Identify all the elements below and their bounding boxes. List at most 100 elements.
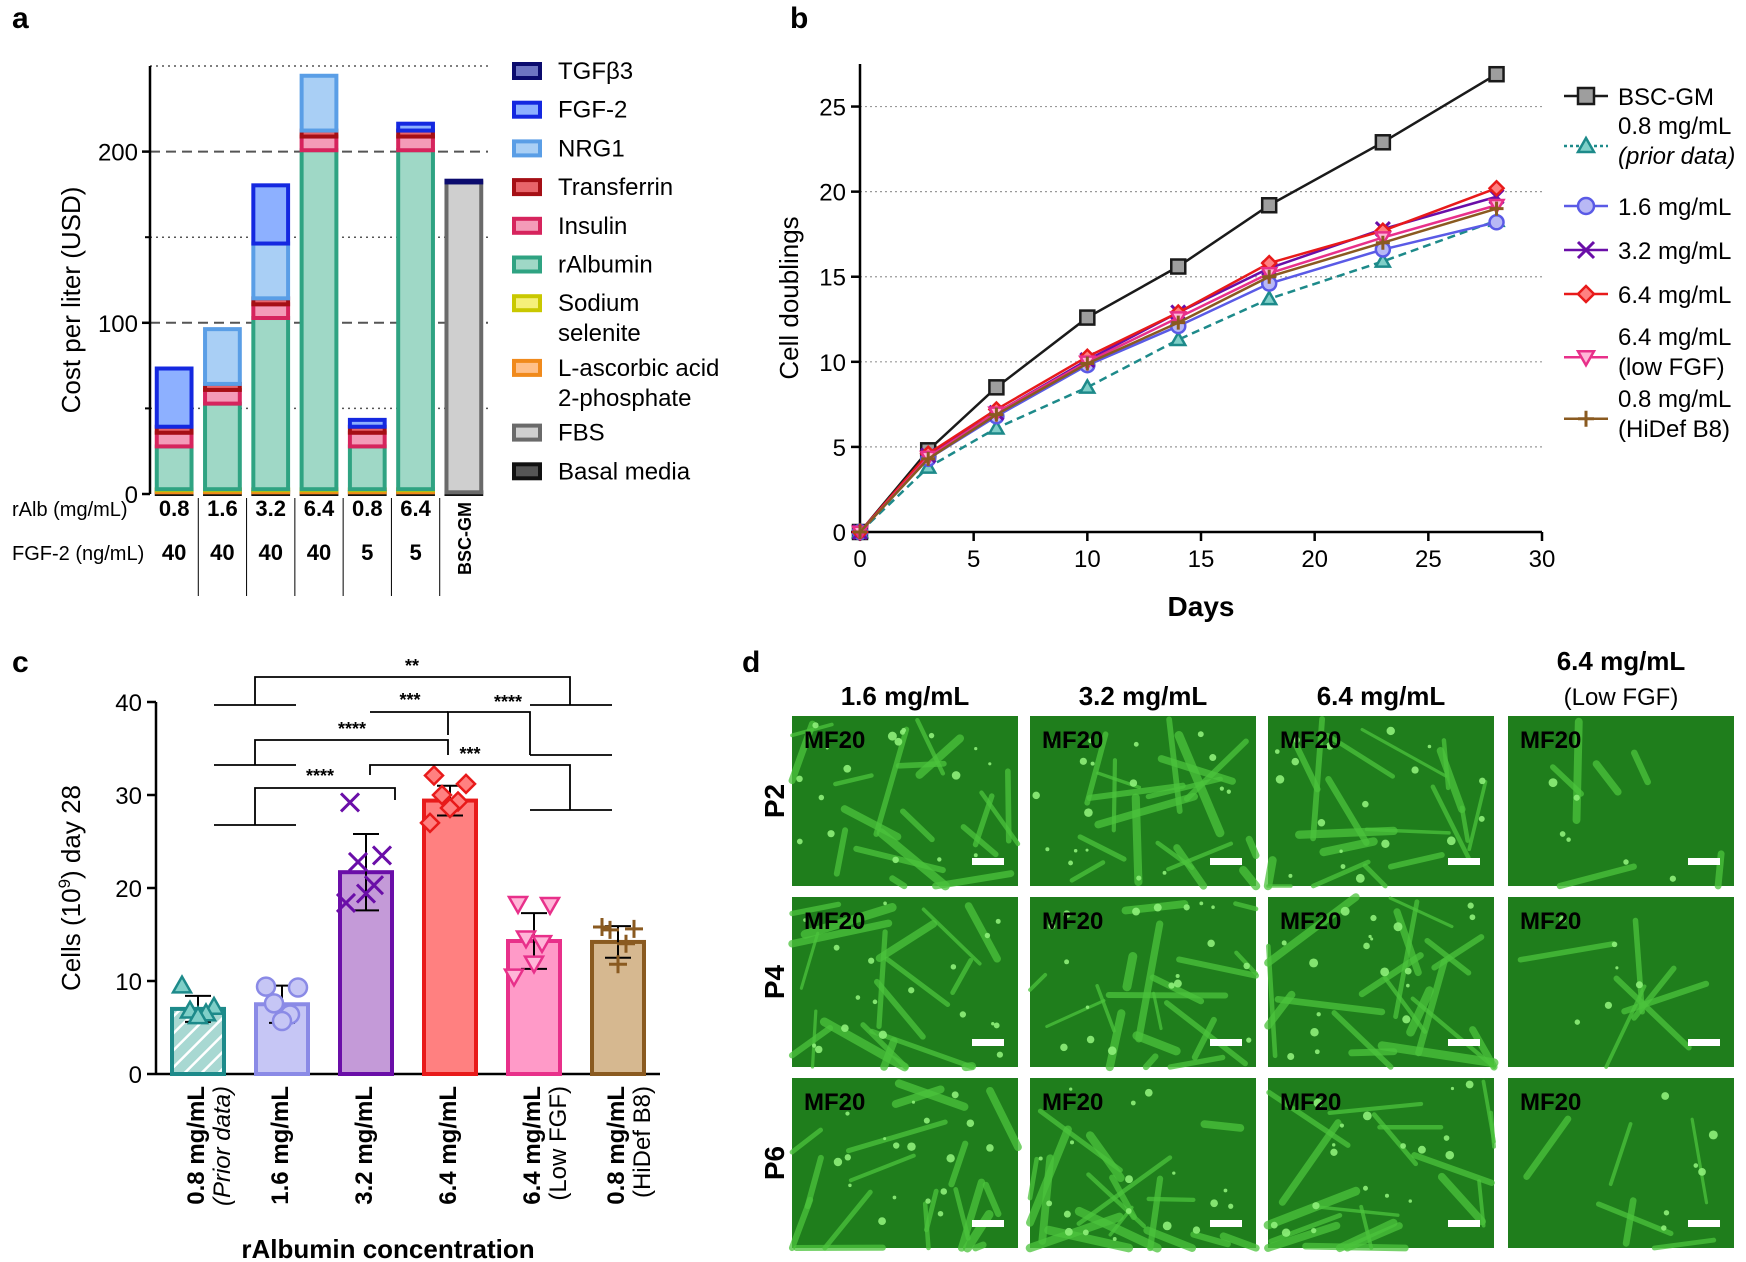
sig-label: **** xyxy=(338,719,366,739)
cell-fiber xyxy=(1592,760,1622,796)
sig-bracket xyxy=(447,711,531,755)
legend-marker xyxy=(1576,284,1596,304)
series-line xyxy=(859,204,1497,533)
cell-fiber xyxy=(1714,850,1725,890)
column-title: 3.2 mg/mL xyxy=(1079,681,1208,711)
legend-swatch xyxy=(512,423,542,442)
stain-label: MF20 xyxy=(1520,1089,1581,1116)
category-fgf-label: 40 xyxy=(210,540,234,565)
cell-fiber xyxy=(1411,1152,1495,1186)
scale-bar xyxy=(1210,1220,1242,1227)
cell-fiber xyxy=(1105,1009,1126,1072)
stain-label: MF20 xyxy=(1280,1089,1341,1116)
bright-spot xyxy=(1381,839,1390,848)
y-tick-label: 25 xyxy=(819,95,846,122)
cell-fiber xyxy=(1371,1112,1419,1167)
x-axis-title: Days xyxy=(1168,591,1235,622)
stacked-bar-segment xyxy=(347,444,387,492)
panel-letter-a: a xyxy=(12,2,29,35)
y-tick-label: 20 xyxy=(819,180,846,207)
stain-label: MF20 xyxy=(1280,727,1341,754)
cell-fiber xyxy=(1069,860,1106,883)
category-label-line2: (Prior data) xyxy=(209,1086,236,1206)
bright-spot xyxy=(855,995,861,1000)
cell-fiber xyxy=(1523,1115,1572,1180)
cell-fiber xyxy=(884,956,951,1007)
bright-spot xyxy=(883,901,887,906)
bright-spot xyxy=(796,838,803,845)
y-tick-label: 200 xyxy=(98,140,138,167)
bright-spot xyxy=(1162,870,1167,875)
bright-spot xyxy=(1314,1049,1320,1055)
sig-group-right xyxy=(530,704,612,811)
category-label: 3.2 mg/mL xyxy=(351,1086,378,1205)
bright-spot xyxy=(796,775,803,783)
data-point xyxy=(339,792,361,813)
bright-spot xyxy=(986,1144,994,1152)
cell-fiber xyxy=(1183,738,1249,802)
bright-spot xyxy=(1386,726,1395,736)
bright-spot xyxy=(1309,958,1319,968)
data-point xyxy=(514,930,538,950)
cell-fiber xyxy=(1166,841,1234,872)
cell-fiber xyxy=(1152,991,1163,1031)
category-ralb-label: 0.8 xyxy=(159,496,190,521)
category-bscgm-label: BSC-GM xyxy=(455,502,475,575)
legend-marker xyxy=(1576,196,1596,216)
stain-label: MF20 xyxy=(804,727,865,754)
cell-fiber xyxy=(1437,1172,1486,1226)
micrograph-image xyxy=(1508,716,1734,886)
cell-fiber xyxy=(1459,805,1470,843)
bright-spot xyxy=(1243,962,1250,970)
data-point xyxy=(593,918,611,937)
bright-spot xyxy=(1615,966,1619,970)
category-label: 0.8 mg/mL xyxy=(183,1086,210,1205)
cell-fiber xyxy=(1291,738,1321,793)
cell-fiber xyxy=(1393,899,1420,1020)
data-point xyxy=(335,892,357,913)
cell-fiber xyxy=(1219,1232,1260,1252)
micrograph-image xyxy=(1030,1078,1256,1248)
y-tick-label: 0 xyxy=(833,520,846,547)
legend-label: TGFβ3 xyxy=(558,58,633,85)
bright-spot xyxy=(1411,766,1419,774)
category-ralb-label: 6.4 xyxy=(400,496,431,521)
bright-spot xyxy=(1085,848,1089,852)
cell-fiber xyxy=(1388,852,1445,870)
cell-fiber xyxy=(1621,980,1710,1015)
bright-spot xyxy=(959,1011,967,1018)
bright-spot xyxy=(894,737,903,746)
cell-fiber xyxy=(1622,1197,1637,1247)
cell-fiber xyxy=(1086,1172,1146,1229)
micrograph-image xyxy=(1508,1078,1734,1248)
bright-spot xyxy=(1406,983,1410,988)
bright-spot xyxy=(1465,1080,1474,1089)
category-ralb-label: 1.6 xyxy=(207,496,238,521)
cell-fiber xyxy=(860,1022,909,1070)
bright-spot xyxy=(1045,847,1050,852)
bright-spot xyxy=(1192,1226,1201,1234)
bright-spot xyxy=(1173,979,1182,988)
bright-spot xyxy=(1064,959,1070,965)
error-bar xyxy=(353,833,379,912)
bright-spot xyxy=(1291,757,1300,766)
category-ralb-label: 3.2 xyxy=(255,496,286,521)
data-point xyxy=(347,851,369,873)
bright-spot xyxy=(1446,836,1456,846)
cell-fiber xyxy=(1200,1120,1245,1132)
stacked-bar-segment xyxy=(396,134,435,153)
legend-label: Insulin xyxy=(558,213,627,240)
category-label-group: 0.8 mg/mL (Prior data) xyxy=(183,1086,236,1206)
bright-spot xyxy=(950,964,957,970)
bright-spot xyxy=(887,731,897,741)
cell-fiber xyxy=(1191,1016,1217,1061)
cell-fiber xyxy=(1037,1108,1123,1173)
scale-bar xyxy=(972,858,1004,865)
bright-spot xyxy=(1223,1188,1228,1193)
data-point xyxy=(989,407,1004,422)
cell-fiber xyxy=(1424,937,1472,976)
bright-spot xyxy=(1604,1001,1612,1009)
cell-fiber xyxy=(1302,1242,1409,1252)
cell-fiber xyxy=(1132,1031,1181,1056)
